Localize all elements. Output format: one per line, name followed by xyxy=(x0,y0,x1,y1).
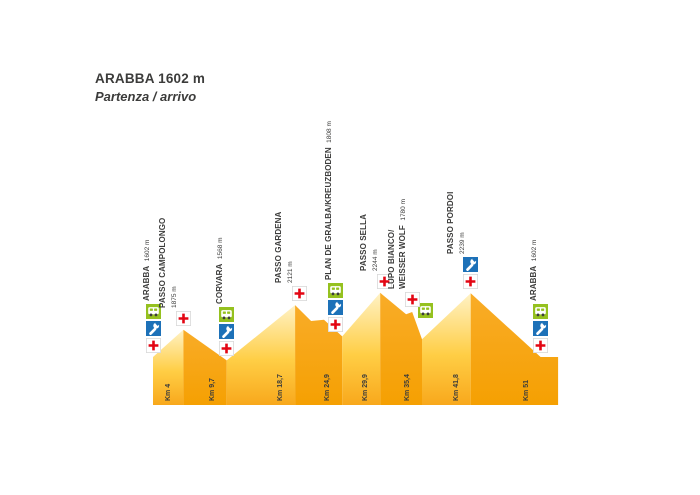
bus-icon xyxy=(145,304,161,319)
mechanic-icon xyxy=(463,257,479,273)
first-aid-icon xyxy=(219,341,235,357)
station-label: ARABBA 1602 m xyxy=(141,239,151,301)
first-aid-icon xyxy=(291,286,307,302)
bus-icon xyxy=(417,303,433,319)
mechanic-icon xyxy=(533,321,549,336)
station-label: LUPO BIANCO/WEISSER WOLF 1780 m xyxy=(387,199,408,290)
first-aid-icon xyxy=(463,274,479,290)
bus-icon xyxy=(327,283,343,299)
station-label: ARABBA 1602 m xyxy=(529,239,539,301)
km-marker: Km 51 xyxy=(522,379,530,401)
first-aid-icon xyxy=(533,338,549,353)
km-marker: Km 41,8 xyxy=(452,374,460,401)
climb-segment xyxy=(153,329,184,405)
station-label: PASSO PORDOI 2239 m xyxy=(445,191,466,255)
mechanic-icon xyxy=(219,324,235,340)
km-marker: Km 24,9 xyxy=(324,374,332,401)
mechanic-icon xyxy=(327,300,343,316)
station-label: PLAN DE GRALBA/KREUZBODEN 1808 m xyxy=(323,121,333,281)
first-aid-icon xyxy=(327,317,343,333)
first-aid-icon xyxy=(145,338,161,353)
station-label: CORVARA 1568 m xyxy=(215,237,225,305)
page-title: ARABBA 1602 m xyxy=(95,71,206,86)
km-marker: Km 9,7 xyxy=(208,378,216,401)
km-marker: Km 18,7 xyxy=(277,374,285,401)
course-subtitle: Partenza / arrivo xyxy=(95,89,197,104)
km-marker: Km 29,9 xyxy=(362,374,370,401)
km-marker: Km 4 xyxy=(165,383,173,401)
descent-segment xyxy=(183,329,227,405)
descent-segment xyxy=(470,293,559,405)
station-label: PASSO GARDENA 2121 m xyxy=(274,211,295,284)
climb-segment xyxy=(226,305,296,405)
first-aid-icon xyxy=(376,273,392,289)
km-marker: Km 35,4 xyxy=(404,374,412,401)
first-aid-icon xyxy=(175,310,191,326)
climb-segment xyxy=(422,293,471,405)
mechanic-icon xyxy=(145,321,161,336)
climb-segment xyxy=(342,292,381,405)
first-aid-icon xyxy=(404,292,420,308)
bus-icon xyxy=(219,307,235,323)
station-label: PASSO SELLA 2244 m xyxy=(359,213,380,271)
station-label: PASSO CAMPOLONGO 1875 m xyxy=(158,217,179,308)
descent-segment xyxy=(380,292,422,405)
bus-icon xyxy=(533,304,549,319)
